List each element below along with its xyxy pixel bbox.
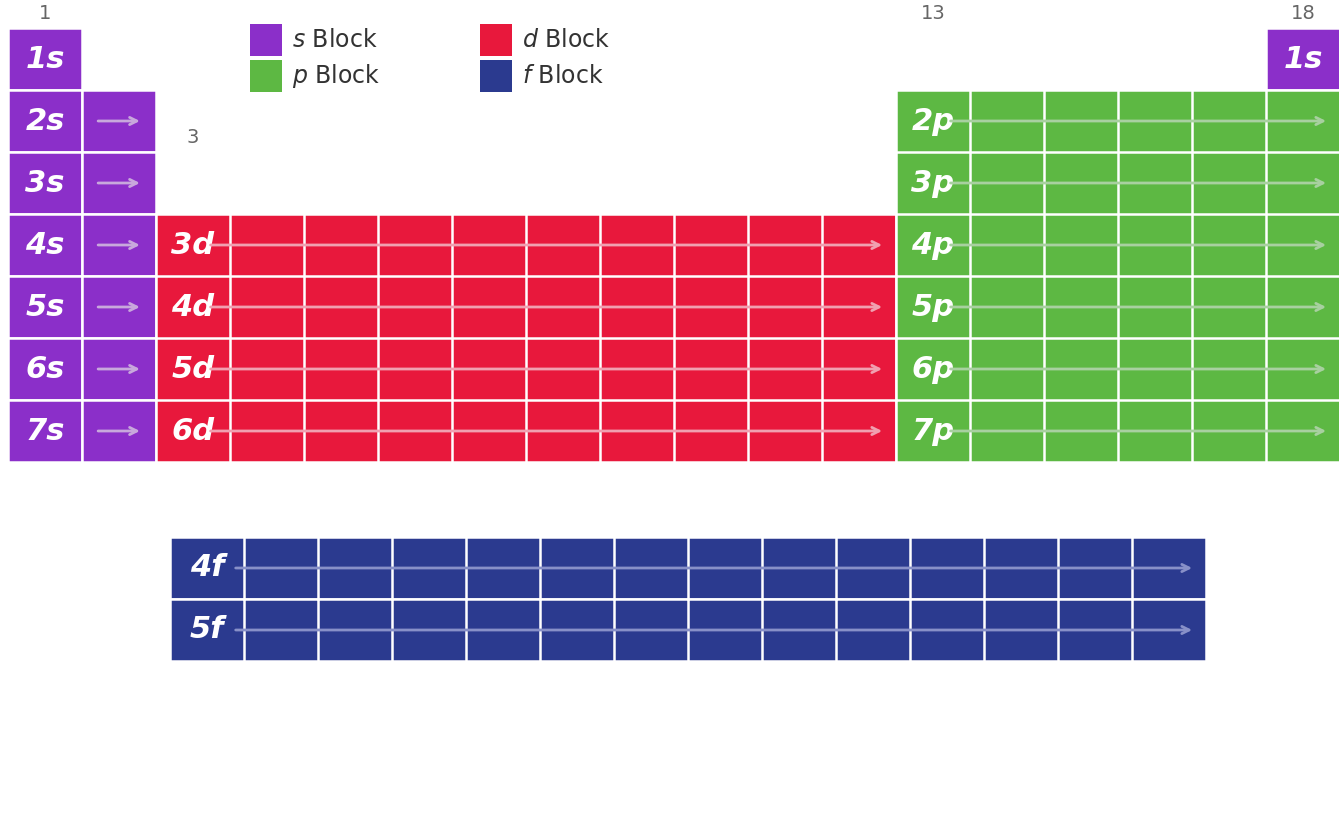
Text: 4s: 4s — [25, 231, 64, 260]
Text: 1s: 1s — [1283, 45, 1323, 74]
Text: $\mathit{s}$ Block: $\mathit{s}$ Block — [292, 28, 378, 52]
Text: 18: 18 — [1291, 4, 1315, 23]
Text: 5d: 5d — [171, 355, 214, 384]
Text: 3d: 3d — [171, 231, 214, 260]
Bar — [82, 276, 157, 338]
Bar — [896, 90, 1339, 462]
Text: 4f: 4f — [190, 553, 224, 582]
Text: 3p: 3p — [912, 169, 955, 198]
Bar — [479, 25, 511, 56]
Bar — [82, 214, 157, 276]
Bar — [8, 90, 82, 152]
Text: 5f: 5f — [190, 615, 224, 644]
Text: 2s: 2s — [25, 107, 64, 136]
Bar — [8, 152, 82, 214]
Bar — [170, 537, 1206, 599]
Bar — [82, 338, 157, 400]
Bar — [157, 214, 896, 462]
Text: 1s: 1s — [25, 45, 64, 74]
Bar — [8, 338, 82, 400]
Text: 5p: 5p — [912, 293, 955, 322]
Text: 7p: 7p — [912, 417, 955, 446]
Text: 3: 3 — [187, 128, 200, 147]
Text: 6d: 6d — [171, 417, 214, 446]
Text: $\mathit{p}$ Block: $\mathit{p}$ Block — [292, 62, 380, 90]
Bar — [170, 599, 1206, 661]
Text: 7s: 7s — [25, 417, 64, 446]
Text: 5s: 5s — [25, 293, 64, 322]
Text: $\mathit{d}$ Block: $\mathit{d}$ Block — [522, 28, 611, 52]
Bar — [82, 90, 157, 152]
Text: 6p: 6p — [912, 355, 955, 384]
Text: 4p: 4p — [912, 231, 955, 260]
Bar — [8, 214, 82, 276]
Bar — [1265, 28, 1339, 90]
Bar — [479, 60, 511, 93]
Bar — [250, 60, 283, 93]
Text: 2p: 2p — [912, 107, 955, 136]
Bar — [8, 28, 82, 90]
Bar — [250, 25, 283, 56]
Text: $\mathit{f}$ Block: $\mathit{f}$ Block — [522, 65, 604, 88]
Bar — [8, 400, 82, 462]
Text: 4d: 4d — [171, 293, 214, 322]
Text: 13: 13 — [921, 4, 945, 23]
Text: 6s: 6s — [25, 355, 64, 384]
Text: 3s: 3s — [25, 169, 64, 198]
Bar — [8, 276, 82, 338]
Bar — [82, 400, 157, 462]
Text: 1: 1 — [39, 4, 51, 23]
Bar — [82, 152, 157, 214]
